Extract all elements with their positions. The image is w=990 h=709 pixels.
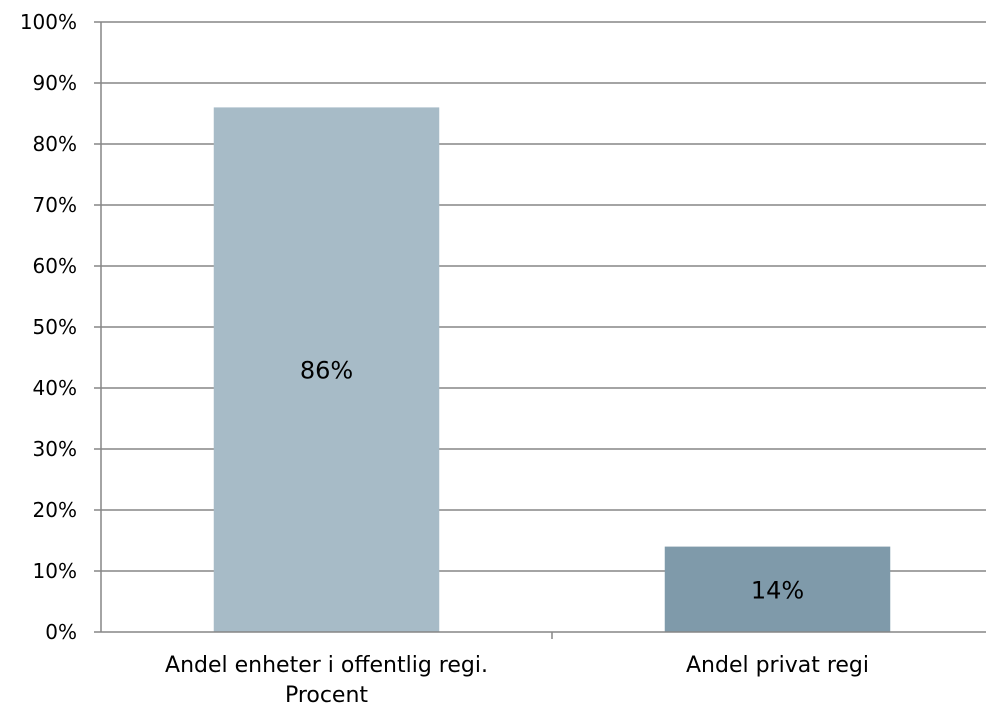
- x-category-label: Andel privat regi: [686, 653, 869, 678]
- y-tick-label: 100%: [20, 10, 77, 34]
- y-tick-labels: 0% 10% 20% 30% 40% 50% 60% 70% 80% 90% 100%: [20, 10, 77, 644]
- y-tick-label: 80%: [33, 132, 77, 156]
- bar: [213, 107, 440, 632]
- y-tick-label: 0%: [45, 620, 77, 644]
- axes: [94, 21, 986, 639]
- y-tick-label: 10%: [33, 559, 77, 583]
- bar: [664, 546, 891, 632]
- y-tick-label: 90%: [33, 71, 77, 95]
- bars: [213, 107, 891, 632]
- data-labels: 86% 14%: [300, 357, 804, 605]
- y-tick-label: 50%: [33, 315, 77, 339]
- x-category-label: Andel enheter i offentlig regi. Procent: [165, 653, 488, 708]
- data-label: 86%: [300, 357, 353, 385]
- y-tick-label: 20%: [33, 498, 77, 522]
- y-tick-label: 40%: [33, 376, 77, 400]
- y-tick-label: 30%: [33, 437, 77, 461]
- y-tick-label: 70%: [33, 193, 77, 217]
- x-category-labels: Andel enheter i offentlig regi. Procent An…: [165, 653, 869, 708]
- data-label: 14%: [751, 576, 804, 604]
- y-tick-label: 60%: [33, 254, 77, 278]
